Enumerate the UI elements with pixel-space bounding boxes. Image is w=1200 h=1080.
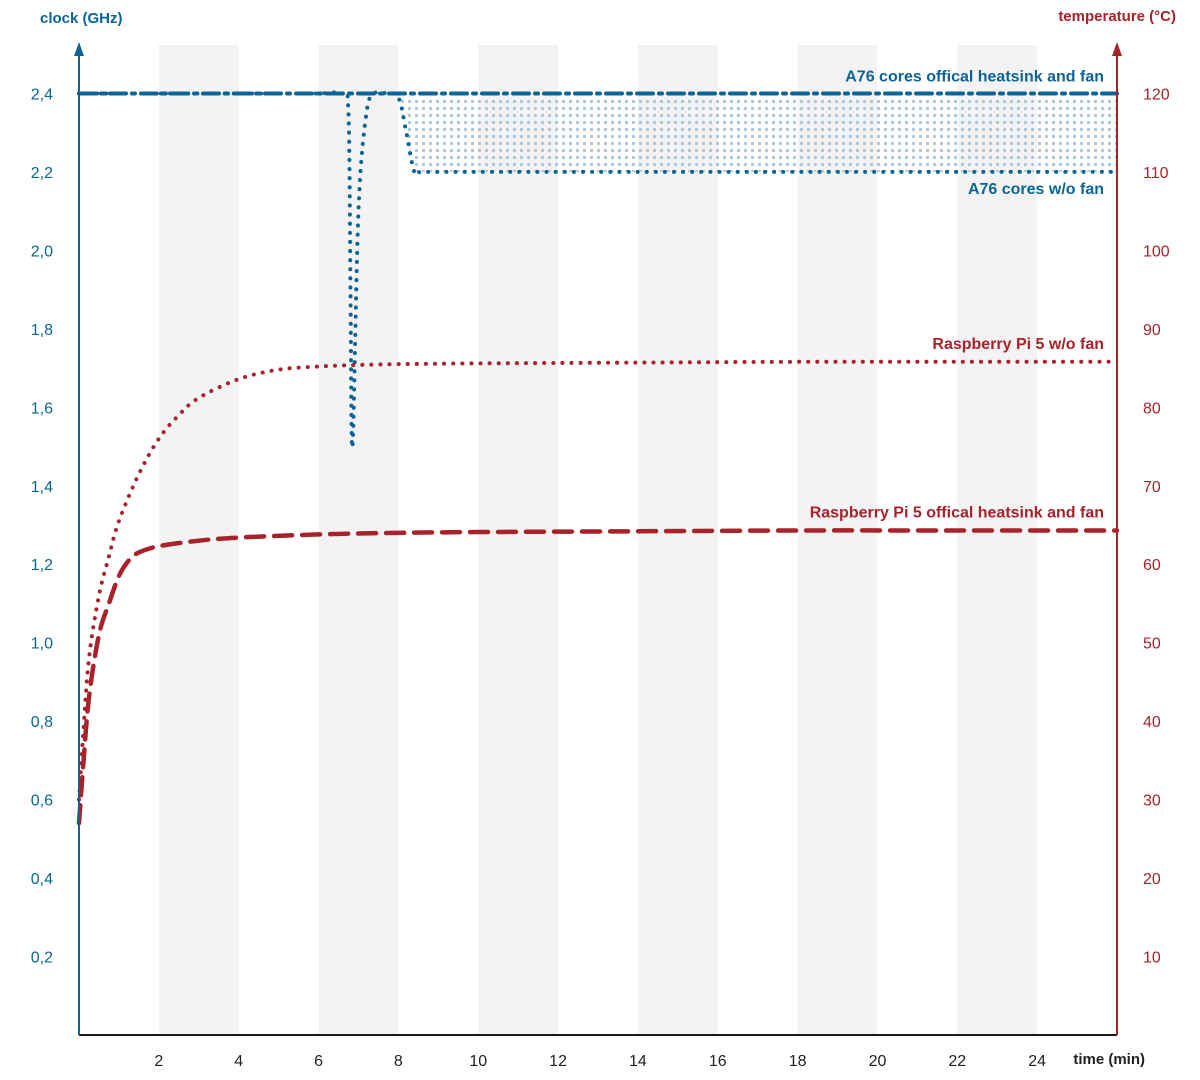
x-tick-label: 12 [549, 1053, 567, 1070]
series-labels: A76 cores offical heatsink and fan A76 co… [810, 68, 1104, 521]
series-line-3 [77, 359, 1119, 802]
x-tick-label: 4 [234, 1053, 243, 1070]
y-left-tick-label: 0,4 [31, 871, 53, 888]
y-right-tick-label: 90 [1143, 322, 1161, 339]
y-right-tick-label: 30 [1143, 793, 1161, 810]
x-tick-label: 22 [948, 1053, 966, 1070]
y-right-axis-title: temperature (°C) [1058, 8, 1176, 25]
series-label-2: A76 cores w/o fan [968, 181, 1104, 198]
y-left-tick-label: 1,2 [31, 557, 53, 574]
y-right-tick-label: 110 [1143, 165, 1169, 182]
series-lines [76, 89, 1120, 826]
grid-band [957, 45, 1038, 1035]
x-tick-label: 20 [869, 1053, 887, 1070]
y-right-tick-label: 20 [1143, 871, 1161, 888]
y-left-tick-label: 2,4 [31, 86, 53, 103]
y-right-tick-label: 120 [1143, 86, 1170, 103]
grid-band [637, 45, 718, 1035]
y-right-axis-arrow [1112, 42, 1122, 56]
x-tick-label: 10 [469, 1053, 487, 1070]
y-left-tick-label: 0,2 [31, 950, 53, 967]
series-label-1: A76 cores offical heatsink and fan [845, 68, 1104, 85]
y-right-tick-label: 100 [1143, 243, 1170, 260]
y-right-tick-label: 80 [1143, 400, 1161, 417]
x-tick-label: 24 [1028, 1053, 1046, 1070]
y-left-tick-label: 1,4 [31, 479, 53, 496]
throttle-shaded-area [398, 97, 1117, 172]
y-left-tick-label: 1,0 [31, 636, 53, 653]
y-left-tick-label: 2,0 [31, 243, 53, 260]
x-tick-label: 16 [709, 1053, 727, 1070]
axes [74, 42, 1122, 1036]
y-right-tick-label: 60 [1143, 557, 1161, 574]
y-right-tick-label: 50 [1143, 636, 1161, 653]
y-right-tick-label: 10 [1143, 950, 1161, 967]
x-tick-label: 18 [789, 1053, 807, 1070]
tick-labels: 0,2 0,4 0,6 0,8 1,0 1,2 1,4 1,6 1,8 2,0 2,2 2,4 10 20… [31, 8, 1176, 1070]
y-right-tick-label: 70 [1143, 479, 1161, 496]
grid-band [318, 45, 399, 1035]
y-right-tick-label: 40 [1143, 714, 1161, 731]
x-tick-label: 14 [629, 1053, 647, 1070]
y-left-tick-label: 0,8 [31, 714, 53, 731]
grid-band [797, 45, 878, 1035]
y-left-axis-arrow [74, 42, 84, 56]
x-tick-label: 6 [314, 1053, 323, 1070]
series-line-4 [76, 528, 1120, 826]
x-tick-label: 8 [394, 1053, 403, 1070]
throttle-fill-area [398, 97, 1117, 172]
series-label-3: Raspberry Pi 5 w/o fan [932, 336, 1104, 353]
y-left-tick-label: 1,8 [31, 322, 53, 339]
x-tick-label: 2 [154, 1053, 163, 1070]
y-left-axis-title: clock (GHz) [40, 10, 123, 27]
series-label-4: Raspberry Pi 5 offical heatsink and fan [810, 504, 1104, 521]
shaded-bands [158, 45, 1038, 1035]
y-left-tick-label: 0,6 [31, 793, 53, 810]
grid-band [478, 45, 559, 1035]
y-left-tick-label: 2,2 [31, 165, 53, 182]
y-left-tick-label: 1,6 [31, 400, 53, 417]
x-axis-title: time (min) [1073, 1051, 1145, 1068]
